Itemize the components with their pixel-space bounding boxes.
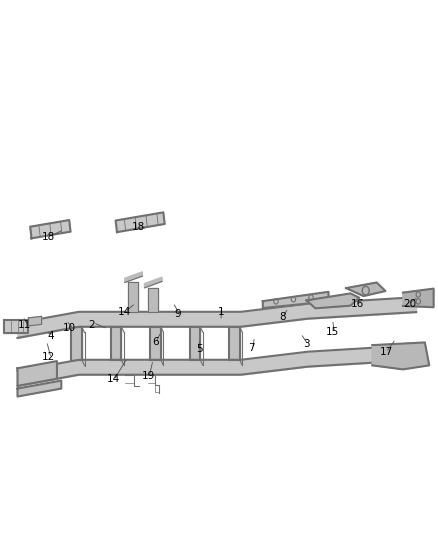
Text: 1: 1 [218, 307, 225, 317]
Polygon shape [346, 282, 385, 296]
Polygon shape [263, 292, 328, 308]
Text: 18: 18 [131, 222, 145, 231]
Text: 10: 10 [63, 323, 76, 333]
Polygon shape [307, 293, 359, 308]
Polygon shape [30, 220, 71, 238]
Polygon shape [4, 320, 28, 333]
Text: 12: 12 [42, 352, 55, 362]
Text: 9: 9 [174, 310, 181, 319]
Text: 11: 11 [18, 320, 31, 330]
Text: 17: 17 [380, 347, 393, 357]
Text: 19: 19 [141, 371, 155, 381]
Text: 2: 2 [88, 320, 95, 330]
Polygon shape [125, 272, 142, 282]
Text: 7: 7 [248, 343, 255, 352]
Polygon shape [372, 342, 429, 369]
Text: 15: 15 [326, 327, 339, 336]
Text: 6: 6 [152, 337, 159, 347]
Polygon shape [28, 317, 42, 326]
Polygon shape [128, 282, 138, 312]
Text: 20: 20 [403, 299, 416, 309]
Text: 4: 4 [47, 331, 54, 341]
Text: 3: 3 [303, 339, 310, 349]
Text: 14: 14 [118, 307, 131, 317]
Polygon shape [148, 288, 158, 312]
Polygon shape [403, 289, 434, 307]
Polygon shape [18, 381, 61, 397]
Text: 14: 14 [106, 375, 120, 384]
Text: 18: 18 [42, 232, 55, 242]
Text: 5: 5 [196, 344, 203, 354]
Polygon shape [18, 361, 57, 386]
Polygon shape [145, 277, 162, 288]
Text: 16: 16 [350, 299, 364, 309]
Polygon shape [116, 212, 165, 232]
Text: 8: 8 [279, 312, 286, 322]
